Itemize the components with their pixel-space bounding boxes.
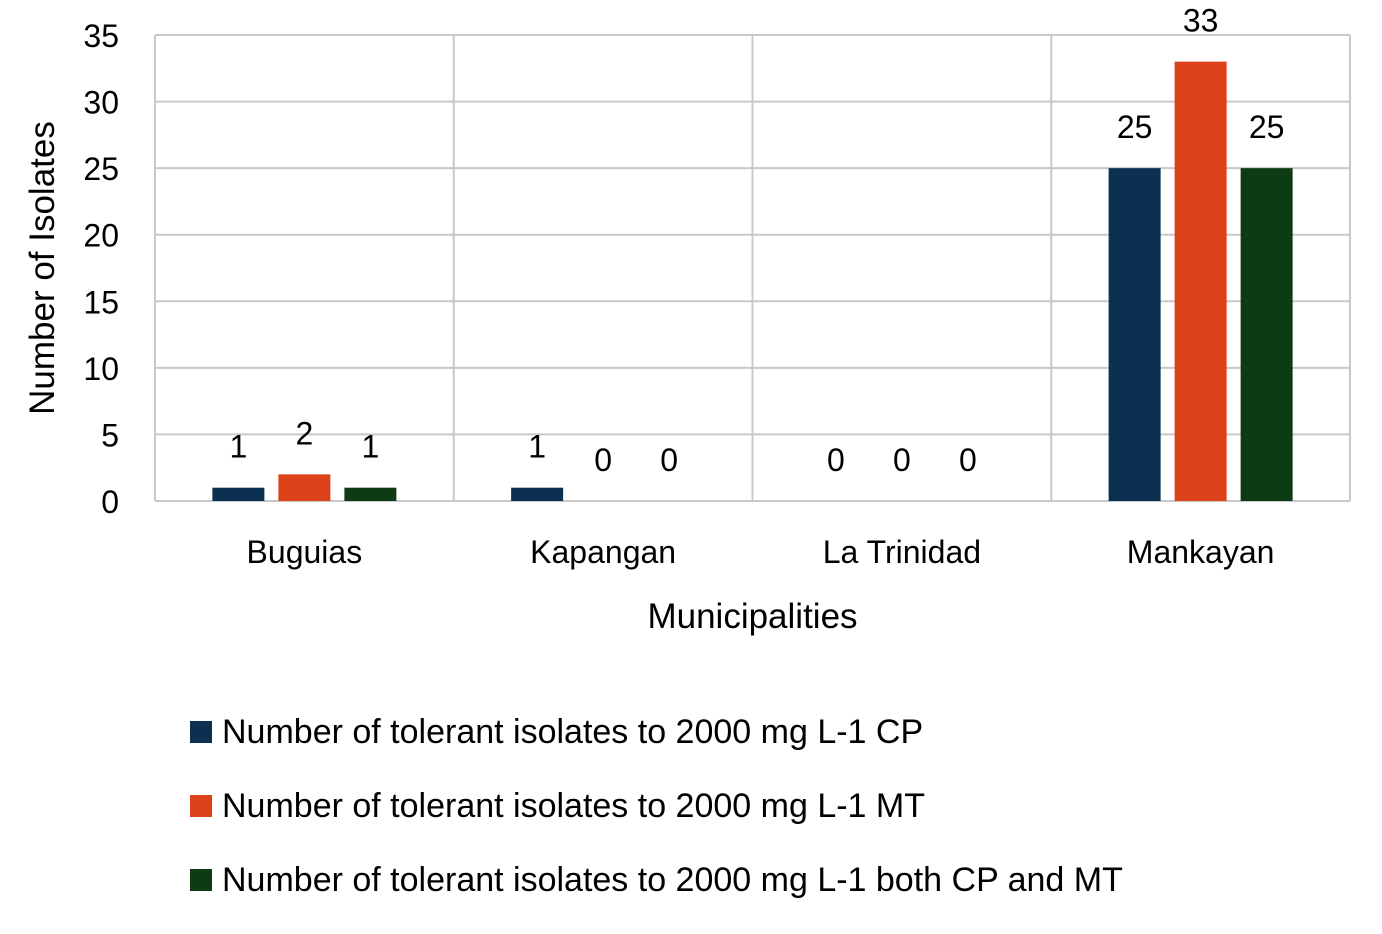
y-tick-label: 25 (83, 151, 119, 187)
legend-swatch-both (190, 869, 212, 891)
legend-item-both: Number of tolerant isolates to 2000 mg L… (190, 860, 1123, 900)
bar (1108, 168, 1161, 501)
x-tick-label: La Trinidad (823, 534, 981, 570)
data-label: 25 (1249, 109, 1285, 145)
data-label: 1 (229, 429, 247, 465)
legend: Number of tolerant isolates to 2000 mg L… (190, 712, 1123, 934)
data-label: 2 (295, 415, 313, 451)
bar (278, 474, 331, 501)
data-label: 0 (959, 442, 977, 478)
data-label: 33 (1183, 3, 1219, 39)
bar (1240, 168, 1293, 501)
bar (212, 487, 265, 501)
x-tick-label: Kapangan (530, 534, 676, 570)
y-tick-label: 35 (83, 18, 119, 54)
legend-item-cp: Number of tolerant isolates to 2000 mg L… (190, 712, 1123, 752)
legend-label-mt: Number of tolerant isolates to 2000 mg L… (222, 786, 925, 825)
bar (344, 487, 397, 501)
bar (1174, 61, 1227, 501)
y-tick-label: 20 (83, 218, 119, 254)
y-tick-label: 5 (101, 417, 119, 453)
y-tick-label: 0 (101, 484, 119, 520)
legend-label-both: Number of tolerant isolates to 2000 mg L… (222, 860, 1123, 899)
legend-swatch-mt (190, 795, 212, 817)
data-label: 1 (361, 429, 379, 465)
data-label: 0 (893, 442, 911, 478)
x-axis-title: Municipalities (647, 597, 857, 636)
data-label: 0 (660, 442, 678, 478)
y-tick-label: 30 (83, 85, 119, 121)
y-tick-label: 10 (83, 351, 119, 387)
data-label: 0 (594, 442, 612, 478)
x-tick-label: Buguias (247, 534, 363, 570)
legend-label-cp: Number of tolerant isolates to 2000 mg L… (222, 712, 924, 751)
y-axis-title: Number of Isolates (23, 121, 62, 415)
data-label: 25 (1117, 109, 1153, 145)
legend-swatch-cp (190, 721, 212, 743)
x-tick-label: Mankayan (1127, 534, 1275, 570)
y-tick-label: 15 (83, 284, 119, 320)
data-label: 0 (827, 442, 845, 478)
data-label: 1 (528, 429, 546, 465)
bar (511, 487, 564, 501)
legend-item-mt: Number of tolerant isolates to 2000 mg L… (190, 786, 1123, 826)
